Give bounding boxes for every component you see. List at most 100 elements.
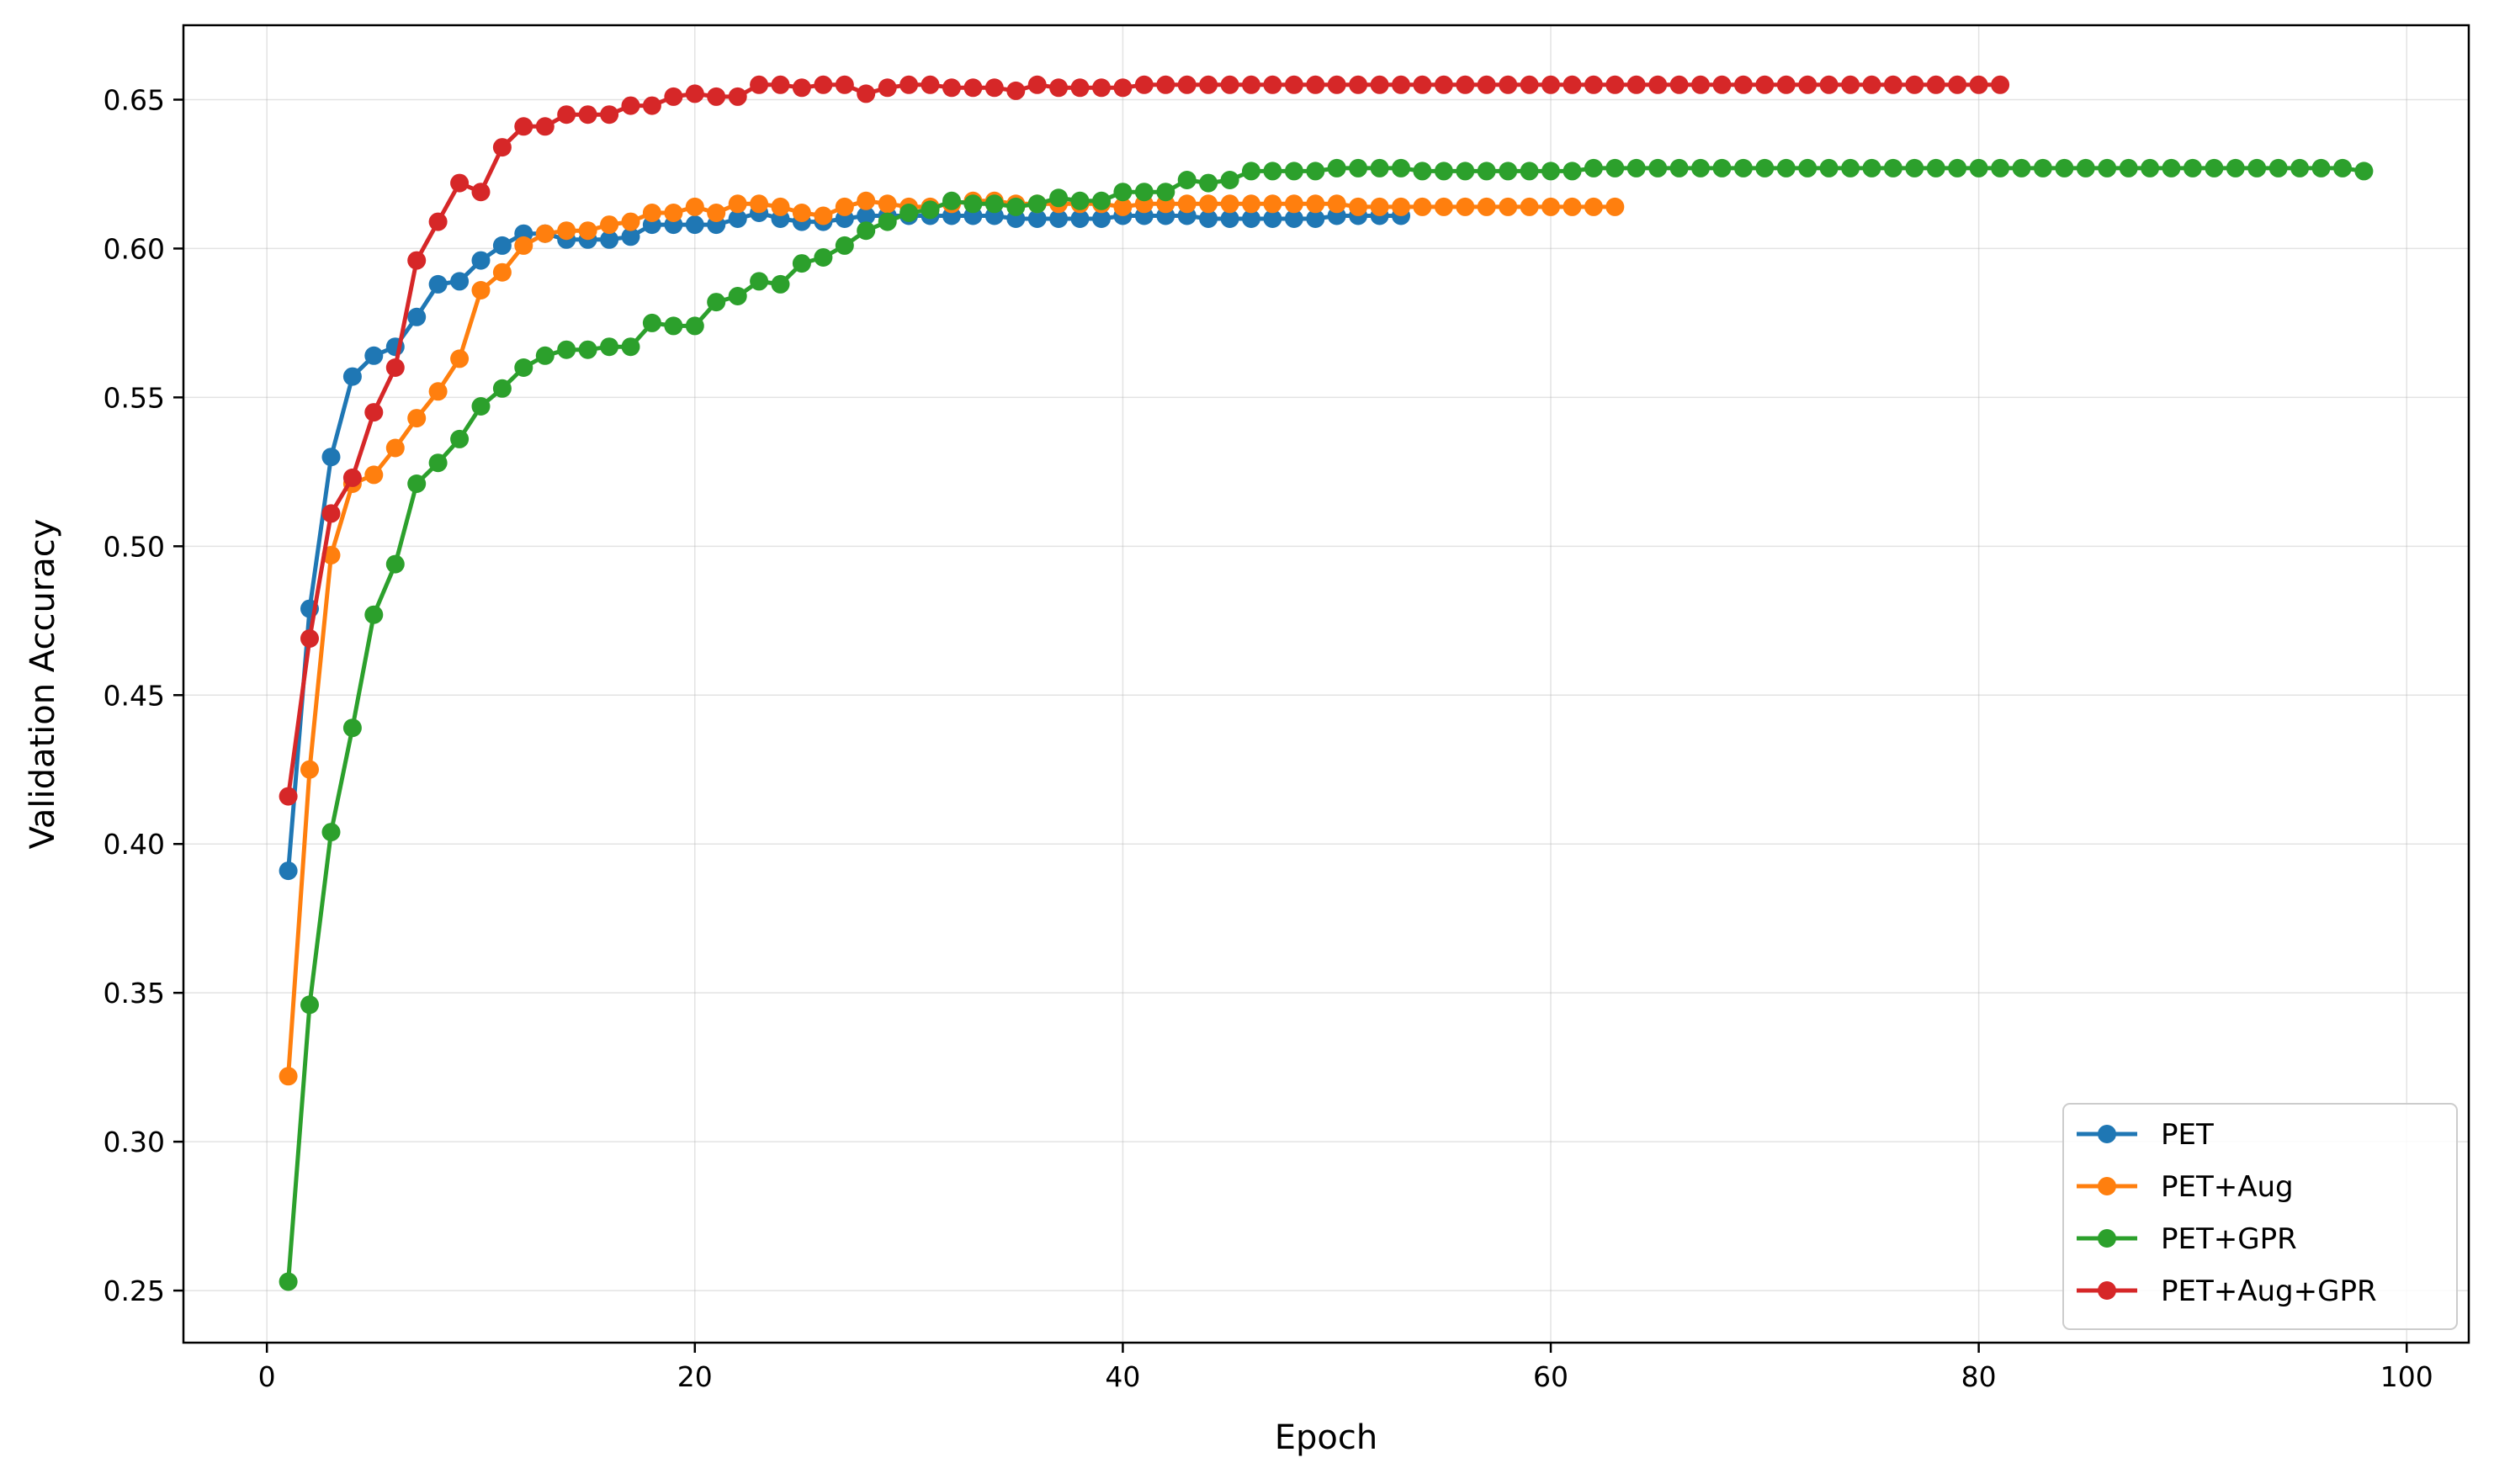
data-point — [1027, 194, 1047, 214]
legend-label: PET — [2161, 1118, 2214, 1152]
data-point — [1327, 194, 1346, 214]
data-point — [857, 84, 876, 103]
data-point — [321, 504, 341, 523]
data-point — [1905, 158, 1924, 178]
data-point — [2268, 158, 2288, 178]
data-point — [1669, 75, 1689, 94]
grid — [183, 25, 2469, 1343]
data-point — [1306, 162, 1325, 181]
data-point — [1862, 158, 1881, 178]
data-point — [1883, 158, 1902, 178]
data-point — [2205, 158, 2224, 178]
data-point — [814, 75, 833, 94]
data-point — [600, 337, 619, 357]
data-point — [921, 75, 940, 94]
data-point — [1392, 75, 1410, 94]
data-point — [1584, 158, 1603, 178]
data-point — [1456, 162, 1475, 181]
data-point — [1370, 158, 1389, 178]
data-point — [1434, 162, 1453, 181]
data-point — [1156, 183, 1175, 202]
y-tick-label: 0.45 — [103, 679, 165, 712]
data-point — [1584, 197, 1603, 216]
x-axis-label: Epoch — [1275, 1418, 1377, 1457]
data-point — [578, 340, 597, 359]
data-point — [1220, 171, 1239, 189]
data-point — [364, 605, 384, 624]
data-point — [1220, 194, 1239, 214]
data-point — [1284, 162, 1303, 181]
data-point — [535, 224, 555, 243]
data-point — [1156, 75, 1175, 94]
data-point — [1199, 194, 1218, 214]
data-point — [1926, 158, 1945, 178]
data-point — [1499, 162, 1518, 181]
data-point — [1798, 158, 1817, 178]
data-point — [857, 191, 876, 210]
data-point — [1177, 75, 1197, 94]
data-point — [1841, 75, 1860, 94]
data-point — [1263, 209, 1282, 228]
y-axis-ticks: 0.25 0.30 0.35 0.40 0.45 0.50 0.55 0.60 0.65 — [103, 83, 183, 1307]
data-point — [984, 78, 1004, 98]
legend-label: PET+Aug+GPR — [2161, 1275, 2377, 1308]
data-point — [984, 194, 1004, 214]
data-point — [664, 204, 683, 222]
data-point — [385, 554, 405, 574]
data-point — [1199, 173, 1218, 193]
data-point — [664, 316, 683, 336]
data-point — [963, 194, 983, 214]
data-point — [1049, 209, 1069, 228]
data-point — [1413, 162, 1432, 181]
data-point — [792, 254, 811, 273]
data-point — [963, 78, 983, 98]
y-tick-label: 0.30 — [103, 1126, 165, 1158]
data-point — [279, 861, 298, 881]
data-point — [1755, 158, 1775, 178]
data-point — [1413, 75, 1432, 94]
data-point — [492, 138, 512, 157]
data-point — [428, 382, 448, 401]
data-point — [1648, 75, 1668, 94]
data-point — [279, 787, 298, 806]
data-point — [642, 204, 661, 222]
data-point — [1563, 75, 1582, 94]
data-point — [2012, 158, 2031, 178]
data-point — [685, 84, 704, 103]
data-point — [2162, 158, 2181, 178]
x-tick-label: 20 — [677, 1360, 713, 1393]
data-point — [2055, 158, 2074, 178]
data-point — [621, 96, 640, 115]
x-tick-label: 60 — [1533, 1360, 1568, 1393]
data-point — [1542, 162, 1560, 181]
legend-box — [2062, 1103, 2458, 1330]
data-point — [407, 474, 427, 493]
data-point — [1499, 75, 1518, 94]
data-point — [535, 346, 555, 365]
data-point — [1199, 209, 1218, 228]
data-point — [621, 337, 640, 357]
data-point — [1477, 75, 1496, 94]
data-point — [1712, 75, 1732, 94]
data-point — [2311, 158, 2331, 178]
data-point — [1242, 162, 1260, 181]
data-point — [707, 204, 726, 222]
data-point — [1113, 197, 1133, 216]
data-point — [1733, 158, 1753, 178]
data-point — [1263, 194, 1282, 214]
data-point — [578, 105, 597, 125]
data-point — [428, 212, 448, 231]
data-point — [792, 78, 811, 98]
data-point — [878, 194, 897, 214]
data-point — [1413, 197, 1432, 216]
data-point — [942, 191, 961, 210]
data-point — [1049, 188, 1069, 208]
data-point — [2141, 158, 2160, 178]
data-point — [728, 209, 747, 228]
series-pet-aug-gpr — [279, 75, 2010, 806]
data-point — [1349, 158, 1368, 178]
data-point — [535, 117, 555, 136]
data-point — [1027, 209, 1047, 228]
data-point — [1948, 158, 1967, 178]
data-point — [792, 204, 811, 222]
